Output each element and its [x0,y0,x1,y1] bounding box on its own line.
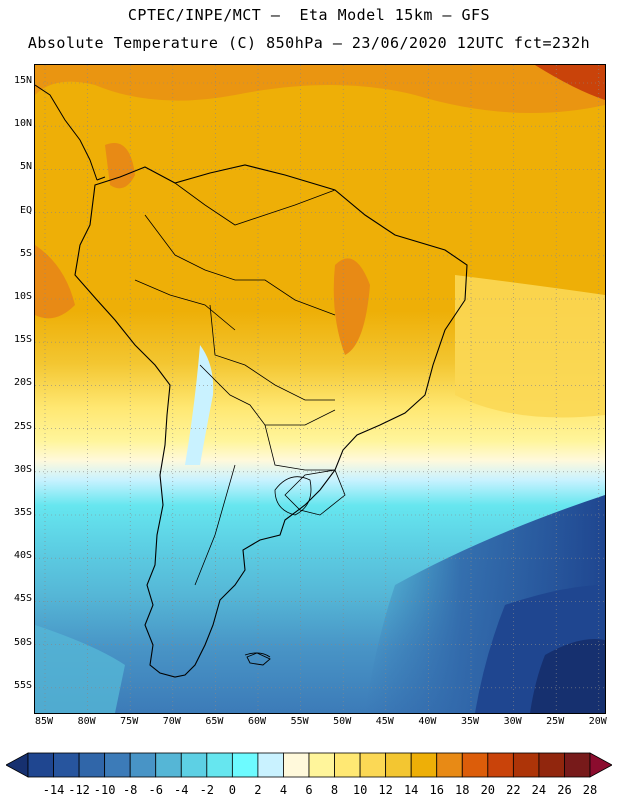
colorbar-swatch [78,752,106,778]
lat-label: 15S [13,334,32,346]
colorbar-label: 4 [279,783,288,797]
lon-label: 50W [333,716,352,727]
lat-label: 20S [13,377,32,389]
colorbar-label: -14 [42,783,65,797]
temperature-map [34,64,606,714]
colorbar-label: 24 [531,783,547,797]
colorbar-arrow-right [589,752,613,778]
falklands-outline [246,652,271,666]
colorbar-label: 26 [557,783,572,797]
colorbar-label: 20 [480,783,496,797]
colorbar-label: -8 [122,783,138,797]
colorbar-swatch [283,752,310,778]
colorbar-swatch [53,752,80,778]
colorbar-label: 10 [352,783,368,797]
colorbar-swatch [308,752,335,778]
lon-label: 30W [503,716,522,727]
temperature-field [35,65,605,713]
colorbar-label: 2 [254,783,262,797]
colorbar-label: 0 [228,783,236,797]
lon-label: 60W [247,716,267,727]
colorbar-swatch [231,752,259,778]
grid-lines [35,65,605,713]
colorbar-swatch [564,752,591,778]
colorbar-swatch [410,752,438,778]
colorbar-swatch [257,752,284,778]
colorbar-label: 12 [378,783,393,797]
colorbar-label: -12 [68,783,90,797]
colorbar-swatch [461,752,489,778]
lon-label: 25W [546,716,565,727]
lon-label: 85W [34,716,54,727]
lon-label: 40W [418,716,437,727]
central-america-outline [35,84,106,181]
lat-label: 5N [19,161,32,173]
lon-label: 80W [77,716,96,727]
lon-label: 75W [120,716,139,727]
colorbar-label: -4 [174,783,189,797]
lat-label: 10N [13,118,32,130]
lon-label: 45W [375,716,394,727]
colorbar-swatch [436,752,463,778]
lat-label: 15N [13,75,32,86]
colorbar-swatch [334,752,361,778]
colorbar-label: 22 [506,783,521,797]
colorbar-swatch [487,752,514,778]
colorbar [5,750,613,780]
colorbar-swatch [180,752,208,778]
colorbar-swatch [359,752,387,778]
lat-label: 50S [13,636,32,648]
colorbar-swatch [27,752,54,778]
colorbar-label: 18 [455,783,470,797]
lat-label: 30S [13,463,32,475]
lat-label: 10S [13,291,32,302]
colorbar-swatch [206,752,233,778]
colorbar-label: 14 [403,783,419,797]
lat-label: 40S [13,550,32,562]
lon-label: 55W [290,716,309,727]
colorbar-label: -6 [148,783,163,797]
lat-label: EQ [19,204,32,216]
colorbar-arrow-left [5,752,29,778]
continent-outline [74,164,468,678]
lon-label: 35W [460,716,480,727]
colorbar-swatch [104,752,131,778]
colorbar-label: -2 [199,783,215,797]
lat-label: 25S [13,420,32,432]
colorbar-swatch [512,752,540,778]
colorbar-label: 6 [305,783,313,797]
colorbar-swatch [538,752,565,778]
lon-label: 70W [162,716,181,727]
lat-label: 55S [13,679,32,691]
colorbar-swatch [129,752,157,778]
map-title-line2: Absolute Temperature (C) 850hPa – 23/06/… [27,34,591,52]
lat-label: 45S [13,593,32,605]
country-borders [134,182,346,586]
colorbar-label: 16 [429,783,444,797]
lon-label: 20W [588,716,607,727]
colorbar-label: -10 [93,783,116,797]
colorbar-swatch [385,752,412,778]
lat-label: 35S [13,507,32,518]
colorbar-label: 8 [330,783,339,797]
colorbar-label: 28 [582,783,598,797]
lon-label: 65W [205,716,224,727]
colorbar-swatch [155,752,182,778]
map-title-line1: CPTEC/INPE/MCT – Eta Model 15km – GFS [127,6,491,24]
lat-label: 5S [19,247,32,259]
